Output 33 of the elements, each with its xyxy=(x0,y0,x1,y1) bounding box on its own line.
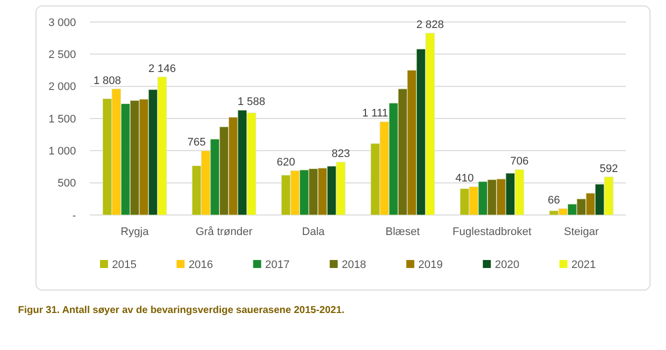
text: Figur 31. Antall søyer av de bevaringsverdige sauerasene 2015-2021. xyxy=(18,305,345,316)
data-label: 592 xyxy=(600,162,618,175)
x-tick-label: Rygja xyxy=(120,226,150,238)
legend-label: 2017 xyxy=(265,258,290,271)
y-tick-label: 500 xyxy=(58,178,76,190)
x-tick-label: Dala xyxy=(302,226,326,238)
legend-label: 2020 xyxy=(494,258,520,271)
legend-label: 2015 xyxy=(112,258,136,271)
legend-label: 2021 xyxy=(571,258,596,271)
y-tick-label: - xyxy=(72,210,76,222)
data-label: 823 xyxy=(332,148,350,160)
data-label: 765 xyxy=(187,136,206,149)
y-tick-label: 2 000 xyxy=(48,81,76,94)
legend-label: 2016 xyxy=(188,258,214,271)
data-label: 1 808 xyxy=(93,74,121,87)
data-label: 66 xyxy=(548,194,560,207)
data-label: 620 xyxy=(276,156,296,169)
y-tick-label: 1 000 xyxy=(48,146,76,158)
data-label: 410 xyxy=(455,172,474,185)
legend-label: 2019 xyxy=(418,258,443,271)
data-label: 2 828 xyxy=(416,19,444,32)
y-tick-label: 1 500 xyxy=(48,113,76,126)
x-tick-label: Blæset xyxy=(386,226,420,238)
data-label: 2 146 xyxy=(148,62,176,75)
y-tick-label: 3 000 xyxy=(48,16,76,29)
y-tick-label: 2 500 xyxy=(48,49,76,62)
x-tick-label: Grå trønder xyxy=(196,226,253,238)
x-tick-label: Fuglestadbroket xyxy=(452,226,532,238)
data-label: 1 588 xyxy=(238,96,266,108)
data-label: 1 111 xyxy=(362,108,388,120)
legend-label: 2018 xyxy=(342,258,366,271)
data-label: 706 xyxy=(510,156,529,168)
x-tick-label: Steigar xyxy=(564,226,600,238)
